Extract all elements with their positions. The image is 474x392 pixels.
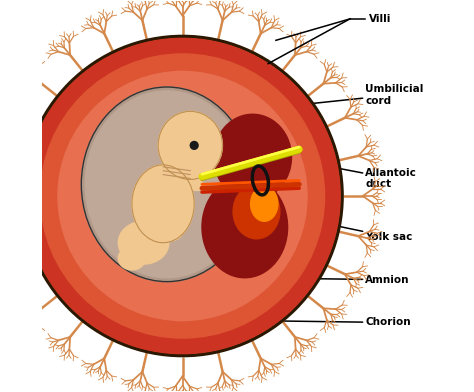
Ellipse shape bbox=[251, 186, 278, 221]
Circle shape bbox=[25, 38, 340, 354]
Circle shape bbox=[58, 71, 307, 321]
Ellipse shape bbox=[82, 87, 253, 281]
Circle shape bbox=[40, 54, 325, 338]
Ellipse shape bbox=[166, 134, 183, 149]
Ellipse shape bbox=[158, 111, 222, 180]
Ellipse shape bbox=[85, 91, 249, 278]
Ellipse shape bbox=[118, 221, 169, 264]
Ellipse shape bbox=[233, 184, 280, 239]
Ellipse shape bbox=[132, 165, 194, 243]
Circle shape bbox=[23, 36, 342, 356]
Text: Chorion: Chorion bbox=[251, 318, 411, 327]
Text: Amnion: Amnion bbox=[244, 275, 410, 285]
Text: Allantoic
duct: Allantoic duct bbox=[283, 158, 417, 189]
Ellipse shape bbox=[163, 161, 202, 192]
Text: Yolk sac: Yolk sac bbox=[271, 212, 413, 242]
Ellipse shape bbox=[167, 229, 182, 240]
Text: Villi: Villi bbox=[369, 14, 392, 24]
Ellipse shape bbox=[202, 176, 288, 278]
Circle shape bbox=[190, 142, 198, 149]
Ellipse shape bbox=[118, 247, 146, 270]
Ellipse shape bbox=[214, 114, 292, 200]
Ellipse shape bbox=[185, 178, 204, 191]
Text: Umbilicial
cord: Umbilicial cord bbox=[286, 84, 424, 106]
